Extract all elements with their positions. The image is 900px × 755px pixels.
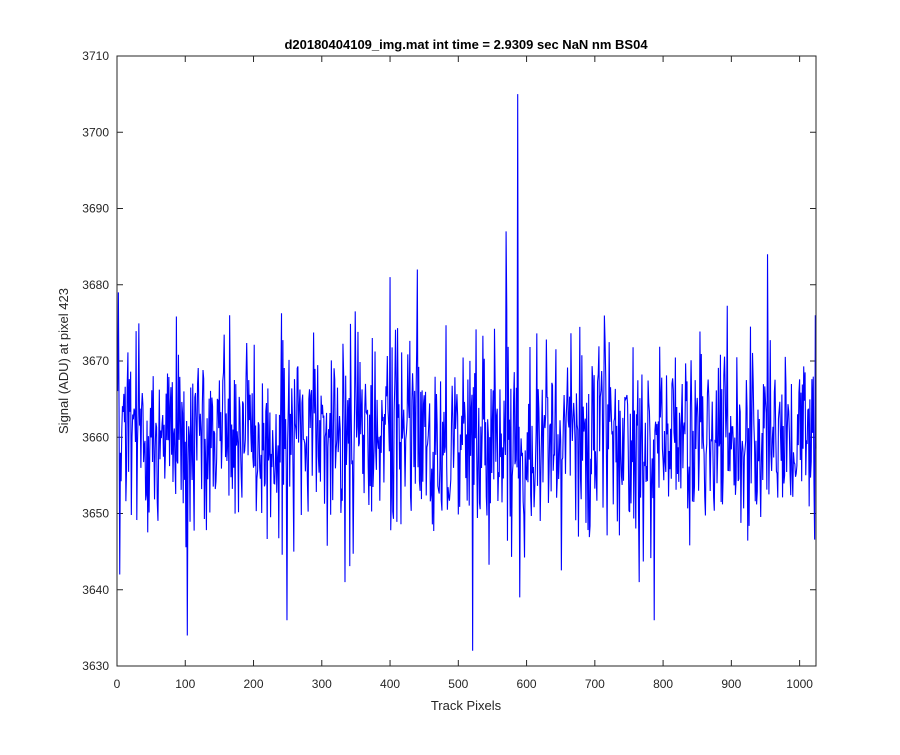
chart-title: d20180404109_img.mat int time = 2.9309 s… [284, 37, 648, 52]
x-tick-label: 700 [585, 677, 605, 691]
y-axis-label: Signal (ADU) at pixel 423 [56, 288, 71, 434]
x-tick-label: 400 [380, 677, 400, 691]
x-axis-label: Track Pixels [431, 698, 502, 713]
y-tick-label: 3680 [82, 278, 109, 292]
signal-series-line [117, 94, 817, 651]
x-tick-label: 0 [114, 677, 121, 691]
x-tick-label: 1000 [786, 677, 813, 691]
y-tick-label: 3710 [82, 49, 109, 63]
axes-box [116, 55, 817, 667]
x-tick-label: 800 [653, 677, 673, 691]
y-tick-label: 3690 [82, 202, 109, 216]
y-tick-label: 3660 [82, 430, 109, 444]
x-axis-ticks: 0 100 200 300 400 500 600 700 800 900 1000 [114, 56, 813, 691]
y-tick-label: 3640 [82, 583, 109, 597]
y-tick-label: 3630 [82, 659, 109, 673]
y-axis-ticks: 3630 3640 3650 3660 3670 3680 3690 3700 3710 [82, 49, 816, 673]
y-tick-label: 3700 [82, 125, 109, 139]
x-tick-label: 500 [448, 677, 468, 691]
x-tick-label: 900 [721, 677, 741, 691]
plot-area [117, 56, 816, 666]
y-tick-label: 3670 [82, 354, 109, 368]
x-tick-label: 100 [175, 677, 195, 691]
x-tick-label: 600 [517, 677, 537, 691]
y-tick-label: 3650 [82, 507, 109, 521]
x-tick-label: 300 [312, 677, 332, 691]
x-tick-label: 200 [244, 677, 264, 691]
